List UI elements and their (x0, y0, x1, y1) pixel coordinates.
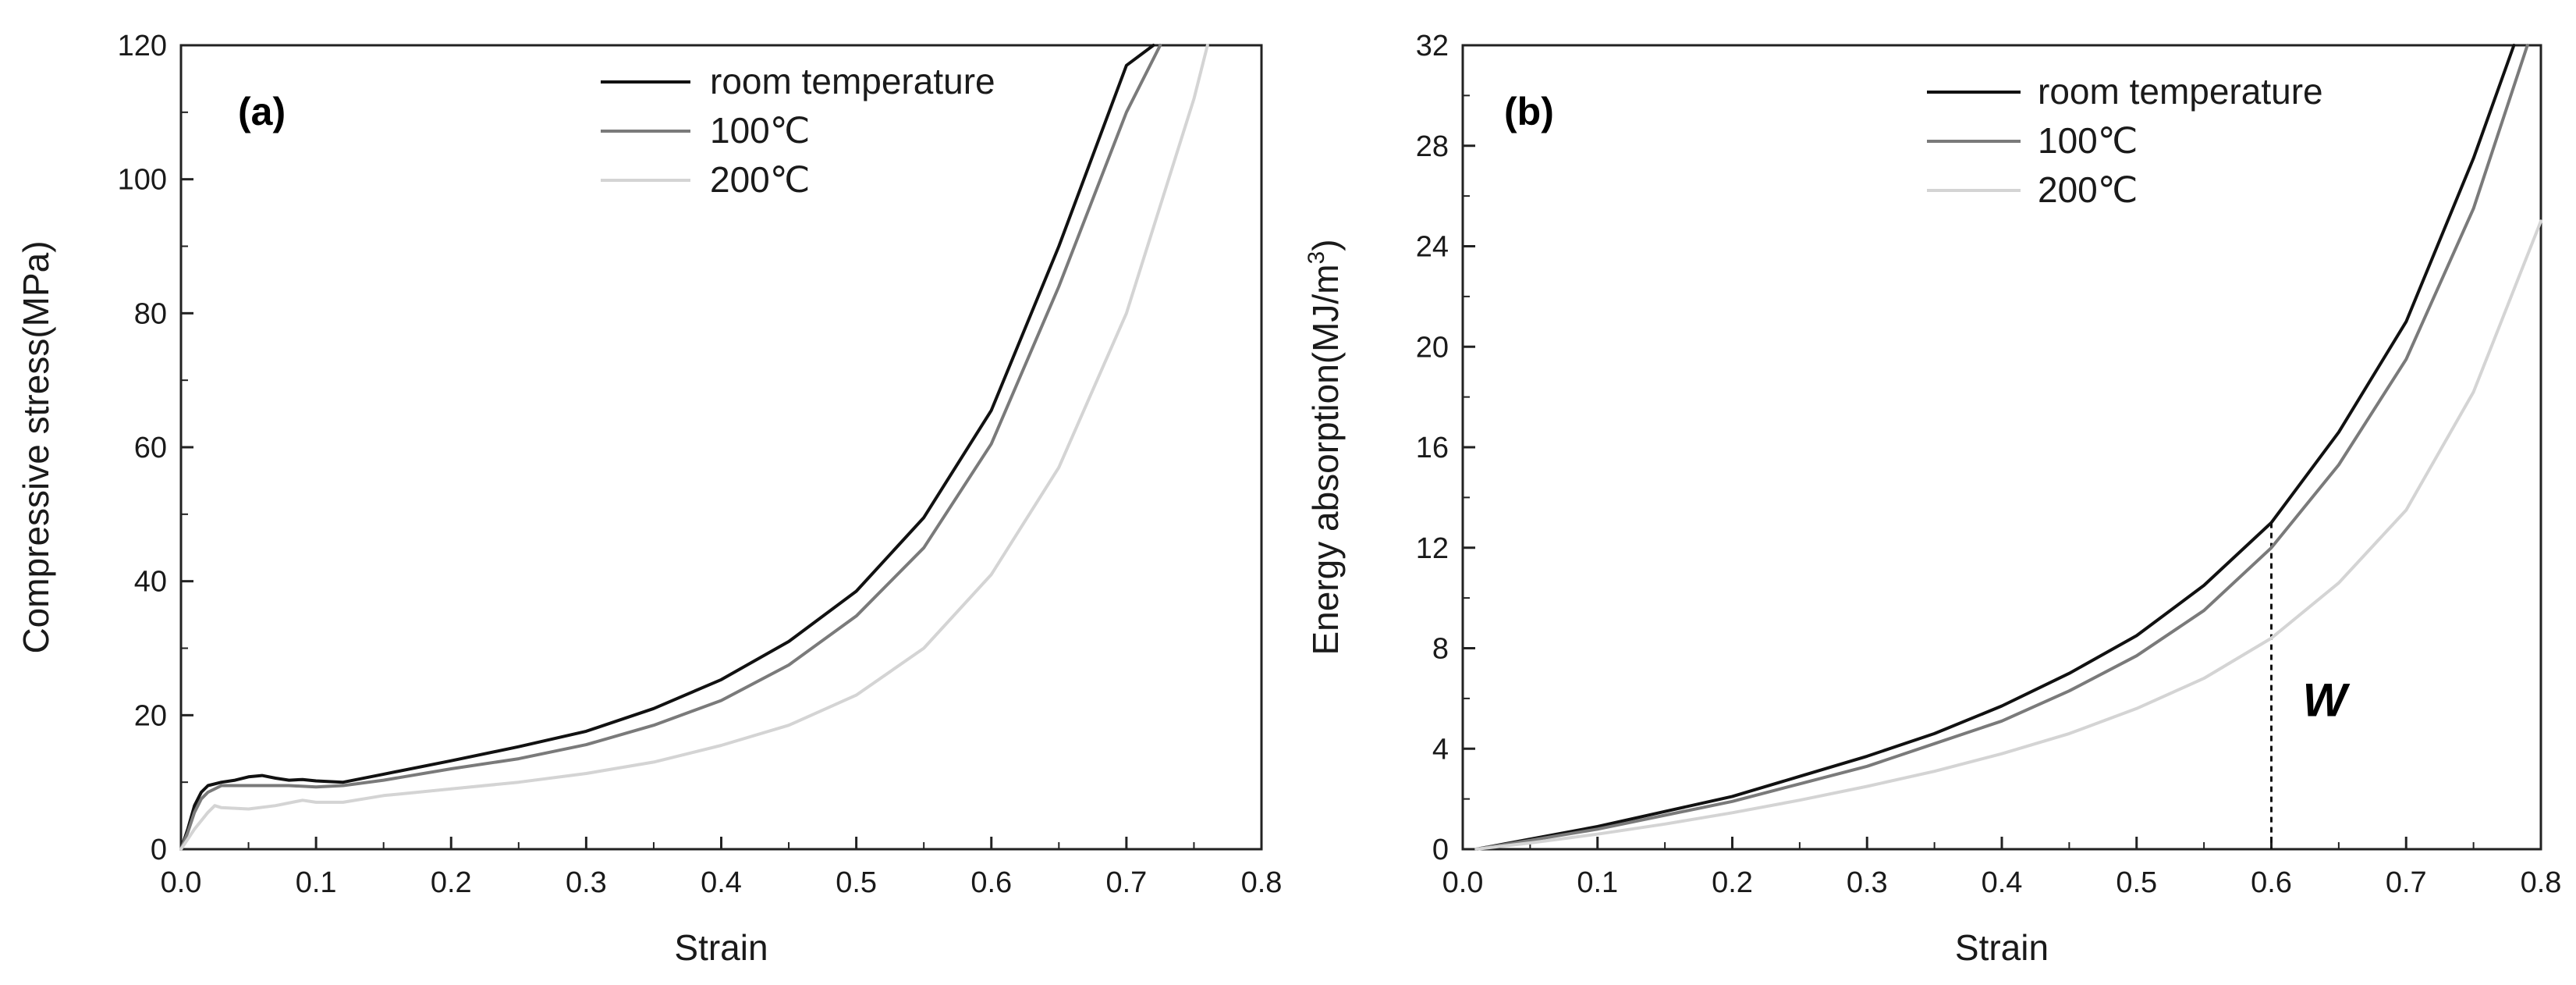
chart-1-legend-label: room temperature (710, 61, 995, 101)
chart-2-y-tick-label: 12 (1416, 532, 1449, 565)
chart-2-legend-label: 100℃ (2038, 120, 2138, 161)
chart-1-y-tick-label: 40 (134, 566, 167, 599)
chart-2-series-line-2 (1474, 44, 2529, 851)
chart-1-y-axis-title: Compressive stress(MPa) (16, 240, 56, 653)
chart-1-y-tick-label: 60 (134, 432, 167, 464)
chart-2-x-tick-label: 0.1 (1577, 866, 1618, 899)
chart-1-x-tick-label: 0.0 (161, 866, 202, 899)
chart-2-x-tick-label: 0.3 (1847, 866, 1888, 899)
chart-2-annotation-text: W (2303, 674, 2351, 726)
chart-1-series-line-3 (179, 44, 1209, 851)
chart-1-series-line-2 (179, 44, 1162, 851)
chart-2-x-tick-label: 0.8 (2521, 866, 2562, 899)
chart-1-y-tick-label: 100 (118, 164, 167, 197)
chart-2-y-tick-label: 16 (1416, 432, 1449, 464)
chart-2-series-line-3 (1474, 219, 2542, 851)
chart-2-x-tick-label: 0.6 (2251, 866, 2292, 899)
chart-1-x-tick-label: 0.1 (296, 866, 337, 899)
chart-2-y-tick-label: 8 (1432, 633, 1449, 666)
chart-1-legend-label: 100℃ (710, 110, 810, 151)
chart-2-legend: room temperature 100℃ 200℃ (1927, 71, 2323, 210)
chart-1-x-tick-label: 0.6 (970, 866, 1012, 899)
chart-2-y-tick-label: 32 (1416, 30, 1449, 62)
chart-1-y-tick-label: 80 (134, 297, 167, 330)
chart-2-series-line-1 (1474, 44, 2516, 851)
chart-2-x-axis-title: Strain (1955, 927, 2049, 968)
chart-1-legend-label: 200℃ (710, 159, 810, 200)
chart-2-y-tick-label: 28 (1416, 130, 1449, 163)
chart-1-x-tick-label: 0.7 (1105, 866, 1147, 899)
chart-2-legend-label: room temperature (2038, 71, 2323, 112)
panel-b: 0.0 0.1 0.2 0.3 0.4 0.5 0.6 0.7 0.8 0 4 8 12 16 20 24 28… (1304, 30, 2561, 968)
chart-1-x-tick-label: 0.2 (431, 866, 472, 899)
chart-1-legend: room temperature 100℃ 200℃ (601, 61, 995, 200)
chart-1-x-tick-label: 0.5 (836, 866, 877, 899)
chart-2-panel-label: (b) (1504, 90, 1554, 133)
chart-1-y-tick-label: 0 (151, 834, 167, 866)
chart-2-y-axis-title-sup: 3 (1304, 251, 1329, 265)
chart-1-panel-label: (a) (238, 90, 286, 133)
chart-1-x-tick-label: 0.3 (566, 866, 607, 899)
chart-2-y-tick-label: 24 (1416, 231, 1449, 264)
chart-2-y-tick-label: 4 (1432, 733, 1449, 766)
chart-1-series-line-1 (179, 44, 1155, 851)
chart-2-x-tick-label: 0.2 (1712, 866, 1753, 899)
chart-1-x-tick-label: 0.8 (1241, 866, 1283, 899)
chart-1-x-tick-label: 0.4 (701, 866, 742, 899)
chart-1-x-axis-title: Strain (674, 927, 768, 968)
chart-2-x-tick-label: 0.4 (1982, 866, 2023, 899)
chart-2-y-axis-title-main: Energy absorption(MJ/m (1305, 264, 1346, 655)
chart-2-y-axis-title: Energy absorption(MJ/m3) (1304, 239, 1346, 655)
chart-2-x-tick-label: 0.7 (2386, 866, 2427, 899)
chart-2-y-tick-label: 20 (1416, 331, 1449, 364)
chart-2-y-axis-title-close: ) (1305, 239, 1346, 251)
chart-2-y-tick-label: 0 (1432, 834, 1449, 866)
chart-1-y-tick-label: 20 (134, 699, 167, 732)
panel-a: 0.0 0.1 0.2 0.3 0.4 0.5 0.6 0.7 0.8 0 20 40 60 80 100 1… (16, 30, 1282, 968)
chart-2-legend-label: 200℃ (2038, 169, 2138, 210)
chart-2-plot-frame (1461, 44, 2542, 851)
chart-2-x-tick-label: 0.0 (1442, 866, 1484, 899)
chart-2-x-tick-label: 0.5 (2116, 866, 2157, 899)
chart-1-y-tick-label: 120 (118, 30, 167, 62)
